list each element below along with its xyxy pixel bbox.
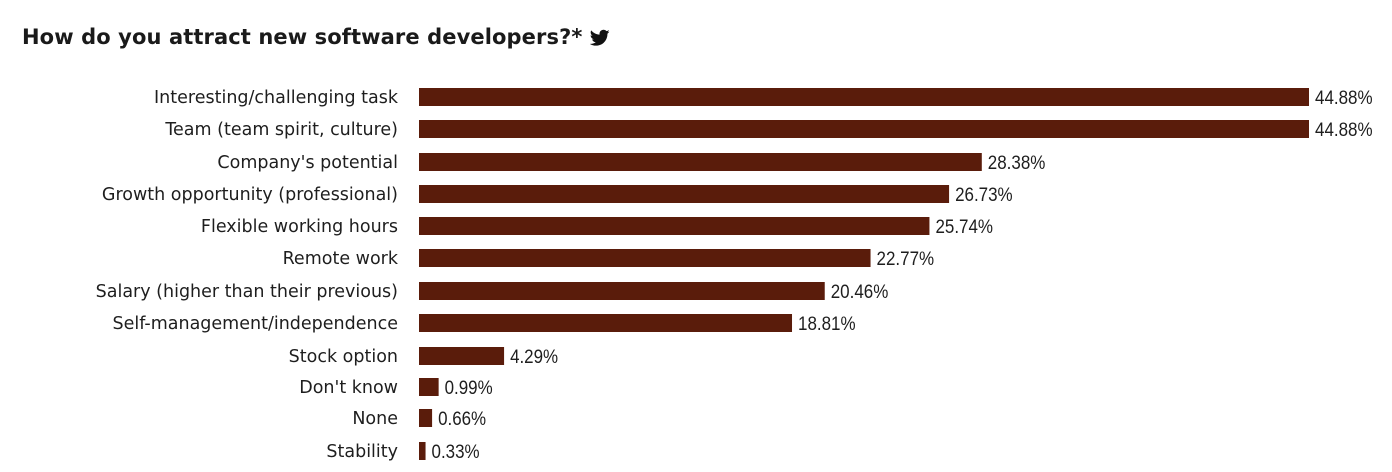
- category-label-remote-work: Remote work: [283, 249, 399, 269]
- category-label-company-s-potential: Company's potential: [217, 153, 398, 173]
- bar-don-t-know: [419, 378, 439, 396]
- bar-growth-opportunity-professional: [419, 185, 950, 203]
- bar-flexible-working-hours: [419, 217, 930, 235]
- category-label-team-team-spirit-culture: Team (team spirit, culture): [164, 120, 398, 140]
- value-label-company-s-potential: 28.38%: [988, 153, 1046, 174]
- bar-company-s-potential: [419, 153, 982, 171]
- value-label-don-t-know: 0.99%: [445, 378, 493, 399]
- bar-interesting-challenging-task: [419, 88, 1309, 106]
- category-label-growth-opportunity-professional: Growth opportunity (professional): [102, 185, 398, 205]
- bar-stability: [419, 442, 426, 460]
- chart-header: How do you attract new software develope…: [22, 22, 611, 52]
- category-label-flexible-working-hours: Flexible working hours: [201, 217, 398, 237]
- bar-salary-higher-than-their-previous: [419, 282, 825, 300]
- twitter-bird-icon[interactable]: [590, 29, 611, 47]
- bar-stock-option: [419, 347, 505, 365]
- category-label-stability: Stability: [326, 442, 398, 462]
- value-label-stock-option: 4.29%: [510, 347, 558, 368]
- value-label-flexible-working-hours: 25.74%: [935, 217, 993, 238]
- value-label-self-management-independence: 18.81%: [798, 314, 856, 335]
- value-label-salary-higher-than-their-previous: 20.46%: [831, 282, 889, 303]
- category-label-don-t-know: Don't know: [299, 378, 398, 398]
- value-label-none: 0.66%: [438, 409, 486, 430]
- value-label-team-team-spirit-culture: 44.88%: [1315, 120, 1373, 141]
- value-label-remote-work: 22.77%: [877, 249, 935, 270]
- category-label-interesting-challenging-task: Interesting/challenging task: [154, 88, 399, 108]
- bar-self-management-independence: [419, 314, 793, 332]
- category-label-salary-higher-than-their-previous: Salary (higher than their previous): [96, 282, 398, 302]
- category-label-none: None: [352, 409, 398, 429]
- value-label-growth-opportunity-professional: 26.73%: [955, 185, 1013, 206]
- value-label-interesting-challenging-task: 44.88%: [1315, 88, 1373, 109]
- category-label-self-management-independence: Self-management/independence: [112, 314, 398, 334]
- chart-title: How do you attract new software develope…: [22, 25, 583, 49]
- bar-none: [419, 409, 433, 427]
- bar-team-team-spirit-culture: [419, 120, 1309, 138]
- value-label-stability: 0.33%: [432, 442, 480, 463]
- bar-remote-work: [419, 249, 871, 267]
- category-label-stock-option: Stock option: [289, 347, 398, 367]
